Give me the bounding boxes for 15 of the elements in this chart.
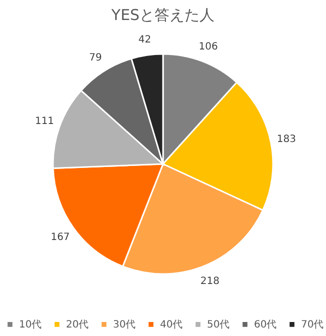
legend-label: 10代 (19, 319, 42, 330)
legend-label: 20代 (66, 319, 89, 330)
data-label: 106 (198, 41, 218, 52)
legend-label: 40代 (160, 319, 183, 330)
data-label: 218 (200, 276, 220, 287)
legend-label: 50代 (207, 319, 230, 330)
data-label: 167 (50, 232, 70, 243)
data-label: 79 (89, 52, 102, 64)
chart-title: YESと答えた人 (110, 6, 215, 24)
data-label: 183 (276, 134, 296, 145)
legend-label: 70代 (301, 319, 324, 330)
data-label: 42 (138, 34, 152, 46)
legend-label: 60代 (254, 319, 277, 330)
legend-label: 30代 (113, 319, 136, 330)
data-label: 111 (34, 116, 54, 128)
